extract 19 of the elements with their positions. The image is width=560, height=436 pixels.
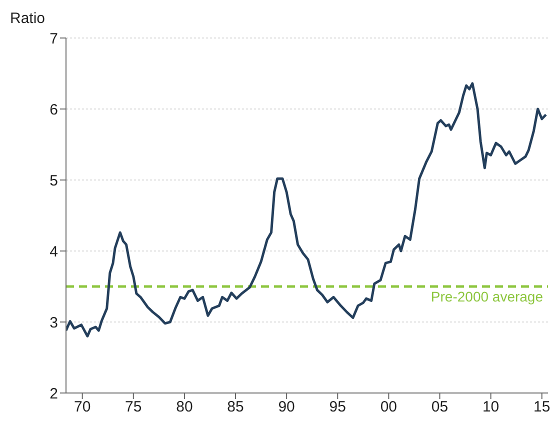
y-tick-label: 5 [50, 172, 58, 190]
x-tick-label: 80 [176, 398, 193, 416]
x-tick-label: 15 [534, 398, 550, 416]
line-series [66, 82, 548, 338]
x-tick-label: 75 [125, 398, 142, 416]
x-tick-label: 85 [227, 398, 244, 416]
x-tick-label: 70 [74, 398, 91, 416]
y-axis-title: Ratio [10, 10, 46, 27]
x-tick-label: 05 [431, 398, 448, 416]
y-tick-label: 3 [50, 314, 58, 332]
y-tick-label: 6 [50, 101, 58, 118]
x-tick-label: 00 [380, 398, 398, 416]
x-tick-label: 10 [482, 398, 500, 416]
x-tick-label: 95 [329, 398, 346, 416]
y-tick-label: 7 [50, 30, 58, 48]
y-tick-label: 4 [50, 243, 58, 260]
y-tick-label: 2 [50, 385, 58, 402]
x-tick-label: 90 [278, 398, 295, 416]
ref-line-label: Pre-2000 average [430, 288, 544, 304]
